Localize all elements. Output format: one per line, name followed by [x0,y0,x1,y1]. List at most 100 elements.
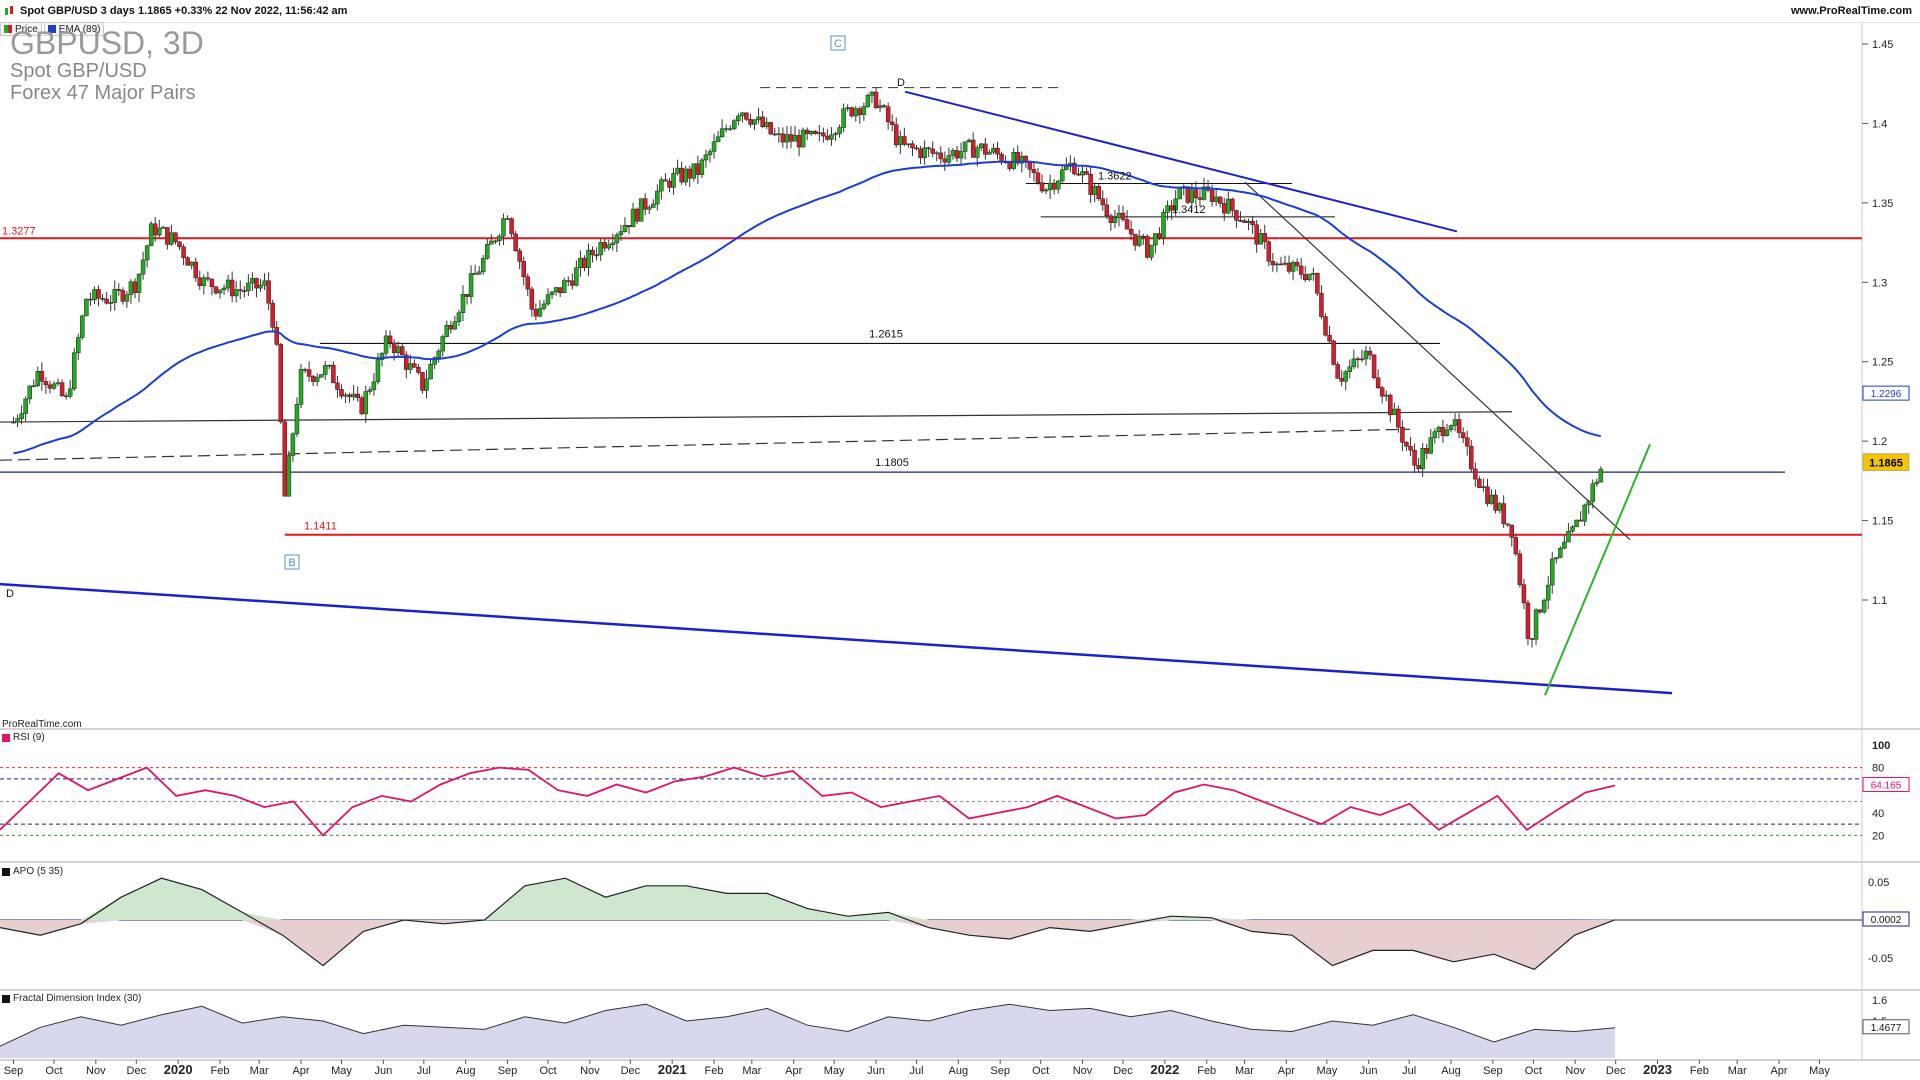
candle-body [877,105,883,109]
candle-body [1173,198,1178,211]
candle-body [472,273,478,275]
legend-price[interactable]: Price [0,22,42,36]
candle-body [201,277,207,286]
candle-body [970,139,976,158]
candle-body [501,218,506,237]
candle-body [177,241,182,248]
time-tick-label: Feb [705,1065,724,1077]
candle-body [598,242,603,256]
candle-body [1238,220,1243,222]
candle-body [88,298,93,301]
candle-body [351,393,356,398]
site-link[interactable]: www.ProRealTime.com [1790,5,1912,17]
candle-body [1554,557,1559,560]
top-bar: Spot GBP/USD 3 days 1.1865 +0.33% 22 Nov… [0,0,1920,23]
time-tick-label: Aug [456,1065,476,1077]
candle-body [744,112,749,120]
candle-body [646,207,652,210]
candle-body [715,136,721,142]
time-tick-label: Dec [621,1065,641,1077]
candle-body [286,455,292,497]
candle-body [752,119,757,125]
candle-body [1444,429,1450,436]
candle-body [962,141,968,152]
candle-body [813,131,818,134]
candle-body [574,267,579,286]
candle-body [821,132,826,137]
candle-body [557,287,563,294]
price-legend: Price EMA (89) [0,22,105,36]
candle-body [873,91,879,109]
candle-body [1594,481,1600,485]
price-tick-label: 1.45 [1872,39,1893,51]
candle-body [1379,387,1385,397]
candle-body [517,250,522,262]
apo-value-badge: 0.0002 [1871,915,1902,926]
price-swatch-icon [4,25,12,33]
candle-body [869,91,875,96]
candle-body [991,148,996,153]
candle-body [1274,263,1280,266]
candle-body [497,235,502,242]
candle-body [800,129,806,148]
ema-swatch-icon [47,25,56,33]
time-tick-label: Feb [1197,1065,1216,1077]
level-1-3277-label: 1.3277 [2,225,36,237]
price-tick-label: 1.4 [1872,118,1887,130]
candle-body [1469,445,1474,470]
candle-body [59,382,65,397]
candle-body [885,106,891,123]
price-tick-label: 1.25 [1872,357,1893,369]
level-1-3412-label: 1.3412 [1172,204,1206,216]
candle-body [1335,364,1340,379]
watermark-symbol: GBPUSD, 3D [10,25,204,61]
candle-body [1092,186,1097,195]
candle-body [1598,468,1604,483]
candle-body [829,134,834,140]
candle-body [1355,358,1361,361]
candle-body [298,369,304,405]
rsi-tick-label: 80 [1872,763,1884,775]
candle-body [363,391,369,415]
candle-body [1165,205,1170,213]
legend-ema[interactable]: EMA (89) [43,22,105,36]
candle-body [1136,235,1142,246]
candle-body [76,337,81,354]
candle-body [468,273,474,297]
candle-body [1319,293,1324,317]
price-tick-label: 1.35 [1872,198,1893,210]
candle-body [310,376,316,382]
candle-body [1505,523,1510,526]
candle-body [1088,174,1093,195]
ema-value-badge-bg [1862,385,1910,401]
candle-body [918,148,923,159]
candle-body [1359,358,1365,361]
time-tick-label: Jun [867,1065,885,1077]
time-tick-label: Dec [1606,1065,1626,1077]
candle-body [825,135,830,140]
candle-body [719,128,725,138]
candle-body [1420,448,1425,469]
candle-body [1096,186,1101,200]
candle-body [614,234,620,244]
candle-body [379,353,385,360]
price-labels: 1.3277 1.1411 1.2615 1.1805 1.3622 1.3412 C B D D… [2,35,1910,600]
candle-body [804,129,810,135]
candle-body [651,203,656,208]
candle-body [1145,236,1150,258]
candle-body [1084,171,1089,175]
candle-body [383,335,389,354]
candle-body [424,378,429,391]
candle-body [476,271,482,275]
rsi-tick-label: 20 [1872,830,1884,842]
apo-tick-label: -0.05 [1868,953,1893,965]
time-tick-label: Sep [4,1065,24,1077]
candle-body [889,121,895,125]
candle-body [853,108,859,117]
candle-body [1226,198,1231,214]
candle-body [1039,182,1045,192]
candle-body [1209,190,1215,202]
candle-body [331,364,336,384]
candle-body [343,394,348,397]
